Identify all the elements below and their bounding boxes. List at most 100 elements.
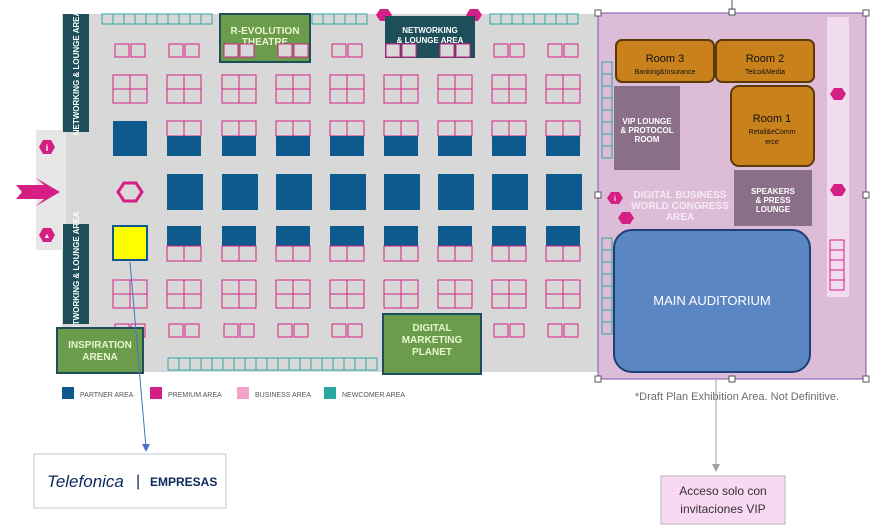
premium-stand[interactable] — [183, 74, 202, 90]
premium-stand[interactable] — [491, 120, 510, 137]
premium-stand[interactable] — [329, 120, 348, 137]
newcomer-strip-top-right[interactable] — [489, 13, 579, 25]
premium-stand[interactable] — [491, 245, 510, 262]
partner-stand[interactable] — [492, 226, 526, 246]
premium-stand[interactable] — [112, 88, 131, 104]
premium-stand[interactable] — [221, 74, 240, 90]
premium-stand[interactable] — [168, 43, 184, 58]
premium-stand[interactable] — [239, 43, 255, 58]
premium-stand[interactable] — [508, 74, 527, 90]
premium-stand[interactable] — [223, 43, 239, 58]
premium-stand[interactable] — [275, 245, 294, 262]
premium-stand[interactable] — [400, 88, 419, 104]
premium-stand[interactable] — [292, 245, 311, 262]
partner-stand[interactable] — [438, 226, 472, 246]
premium-stand[interactable] — [491, 279, 510, 295]
partner-stand[interactable] — [492, 136, 526, 156]
premium-stand[interactable] — [562, 293, 581, 309]
premium-stand[interactable] — [329, 74, 348, 90]
premium-stand[interactable] — [545, 279, 564, 295]
partner-stand[interactable] — [276, 226, 310, 246]
premium-stand[interactable] — [238, 293, 257, 309]
premium-stand[interactable] — [509, 43, 525, 58]
premium-stand[interactable] — [275, 120, 294, 137]
info-icon[interactable] — [39, 140, 55, 154]
premium-stand[interactable] — [166, 120, 185, 137]
premium-stand[interactable] — [114, 43, 130, 58]
premium-stand[interactable] — [491, 293, 510, 309]
partner-stand[interactable] — [276, 174, 312, 210]
premium-stand[interactable] — [400, 120, 419, 137]
premium-stand[interactable] — [346, 120, 365, 137]
premium-stand[interactable] — [400, 293, 419, 309]
premium-stand[interactable] — [329, 245, 348, 262]
premium-stand[interactable] — [275, 279, 294, 295]
partner-stand[interactable] — [167, 226, 201, 246]
premium-stand[interactable] — [562, 245, 581, 262]
partner-stand[interactable] — [492, 174, 528, 210]
premium-stand[interactable] — [400, 279, 419, 295]
premium-stand[interactable] — [293, 43, 309, 58]
premium-stand[interactable] — [454, 120, 473, 137]
premium-stand[interactable] — [508, 120, 527, 137]
partner-stand[interactable] — [330, 136, 364, 156]
premium-stand[interactable] — [275, 88, 294, 104]
premium-stand[interactable] — [545, 245, 564, 262]
networking-lounge-left-top[interactable] — [63, 14, 89, 132]
partner-stand[interactable] — [167, 136, 201, 156]
partner-stand[interactable] — [330, 226, 364, 246]
room-3[interactable] — [615, 39, 715, 83]
premium-stand[interactable] — [239, 323, 255, 338]
premium-stand[interactable] — [183, 279, 202, 295]
premium-stand[interactable] — [493, 43, 509, 58]
premium-stand[interactable] — [168, 323, 184, 338]
partner-stand[interactable] — [384, 174, 420, 210]
newcomer-strip-bottom[interactable] — [167, 357, 378, 371]
premium-stand[interactable] — [346, 279, 365, 295]
premium-stand[interactable] — [346, 88, 365, 104]
premium-stand[interactable] — [112, 279, 131, 295]
premium-stand[interactable] — [275, 74, 294, 90]
cloakroom-icon[interactable] — [39, 228, 55, 242]
premium-stand[interactable] — [383, 293, 402, 309]
partner-stand[interactable] — [222, 174, 258, 210]
premium-stand[interactable] — [437, 279, 456, 295]
premium-stand[interactable] — [329, 279, 348, 295]
premium-stand[interactable] — [275, 293, 294, 309]
premium-stand[interactable] — [331, 43, 347, 58]
premium-stand[interactable] — [437, 120, 456, 137]
partner-stand[interactable] — [330, 174, 366, 210]
premium-stand[interactable] — [508, 293, 527, 309]
premium-stand[interactable] — [166, 88, 185, 104]
telefonica-stand-highlight[interactable] — [112, 225, 148, 261]
premium-stand[interactable] — [277, 43, 293, 58]
premium-stand[interactable] — [401, 43, 417, 58]
premium-stand[interactable] — [292, 74, 311, 90]
premium-stand[interactable] — [562, 279, 581, 295]
premium-stand[interactable] — [292, 120, 311, 137]
premium-stand[interactable] — [129, 293, 148, 309]
premium-stand[interactable] — [183, 245, 202, 262]
premium-stand[interactable] — [277, 323, 293, 338]
premium-stand[interactable] — [331, 323, 347, 338]
speakers-lounge[interactable] — [734, 170, 812, 226]
premium-stand[interactable] — [166, 279, 185, 295]
premium-stand[interactable] — [223, 323, 239, 338]
premium-stand[interactable] — [183, 88, 202, 104]
premium-stand[interactable] — [383, 88, 402, 104]
premium-stand[interactable] — [454, 279, 473, 295]
premium-stand[interactable] — [437, 74, 456, 90]
premium-stand[interactable] — [346, 293, 365, 309]
premium-stand[interactable] — [454, 293, 473, 309]
digital-marketing-planet[interactable] — [382, 313, 482, 375]
premium-stand[interactable] — [221, 293, 240, 309]
partner-stand[interactable] — [276, 136, 310, 156]
premium-stand[interactable] — [238, 120, 257, 137]
newcomer-strip-vip[interactable] — [601, 61, 613, 335]
premium-stand[interactable] — [383, 120, 402, 137]
partner-stand[interactable] — [546, 174, 582, 210]
premium-stand[interactable] — [183, 120, 202, 137]
premium-stand[interactable] — [437, 293, 456, 309]
premium-stand[interactable] — [383, 279, 402, 295]
partner-stand[interactable] — [167, 174, 203, 210]
